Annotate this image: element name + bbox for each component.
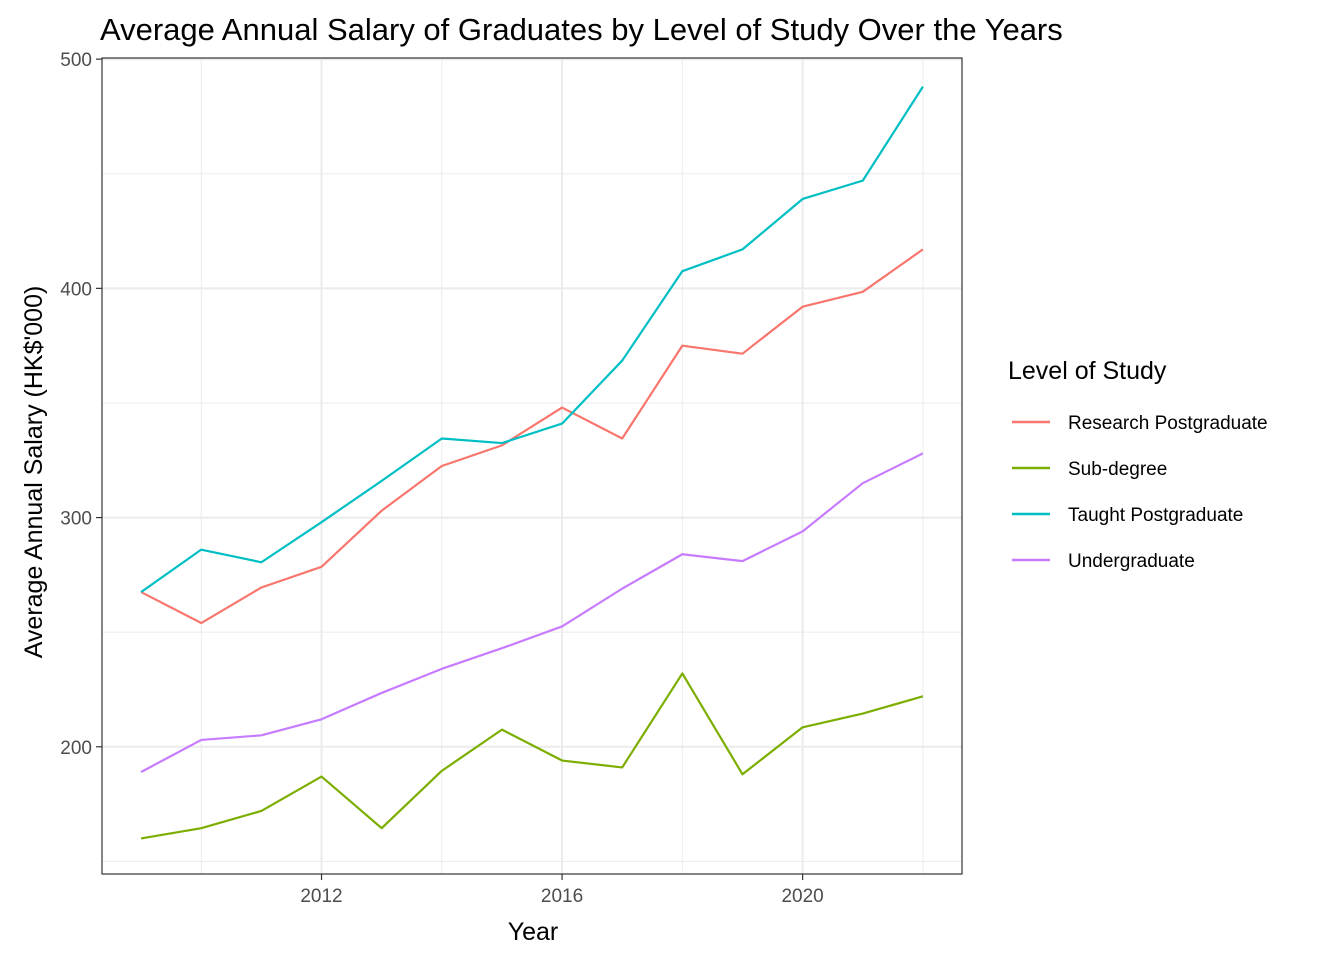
plot-area bbox=[102, 58, 962, 874]
series-line-undergraduate bbox=[140, 452, 924, 773]
panel-border bbox=[101, 57, 963, 875]
legend: Level of Study Research Postgraduate Sub-… bbox=[1008, 357, 1268, 572]
x-tick-label: 2012 bbox=[300, 886, 342, 907]
y-tick-label: 400 bbox=[60, 279, 92, 300]
legend-title: Level of Study bbox=[1008, 357, 1167, 385]
x-tick-label: 2016 bbox=[541, 886, 583, 907]
series-line-sub-degree bbox=[140, 672, 924, 840]
y-axis-title: Average Annual Salary (HK$'000) bbox=[20, 286, 48, 659]
legend-label-undergraduate: Undergraduate bbox=[1068, 551, 1195, 572]
y-tick-label: 500 bbox=[60, 50, 92, 71]
y-tick-label: 200 bbox=[60, 738, 92, 759]
series-line-taught-postgraduate bbox=[140, 86, 924, 593]
legend-label-research-postgraduate: Research Postgraduate bbox=[1068, 413, 1268, 434]
y-tick-label: 300 bbox=[60, 509, 92, 530]
panel-background bbox=[102, 58, 962, 874]
axes: 200 300 400 500 2012 2016 2020 bbox=[60, 50, 963, 907]
chart-title: Average Annual Salary of Graduates by Le… bbox=[100, 12, 1063, 47]
series-line-research-postgraduate bbox=[140, 248, 924, 625]
legend-label-taught-postgraduate: Taught Postgraduate bbox=[1068, 505, 1243, 526]
legend-label-sub-degree: Sub-degree bbox=[1068, 459, 1167, 480]
x-tick-label: 2020 bbox=[781, 886, 823, 907]
x-axis-title: Year bbox=[508, 918, 559, 946]
